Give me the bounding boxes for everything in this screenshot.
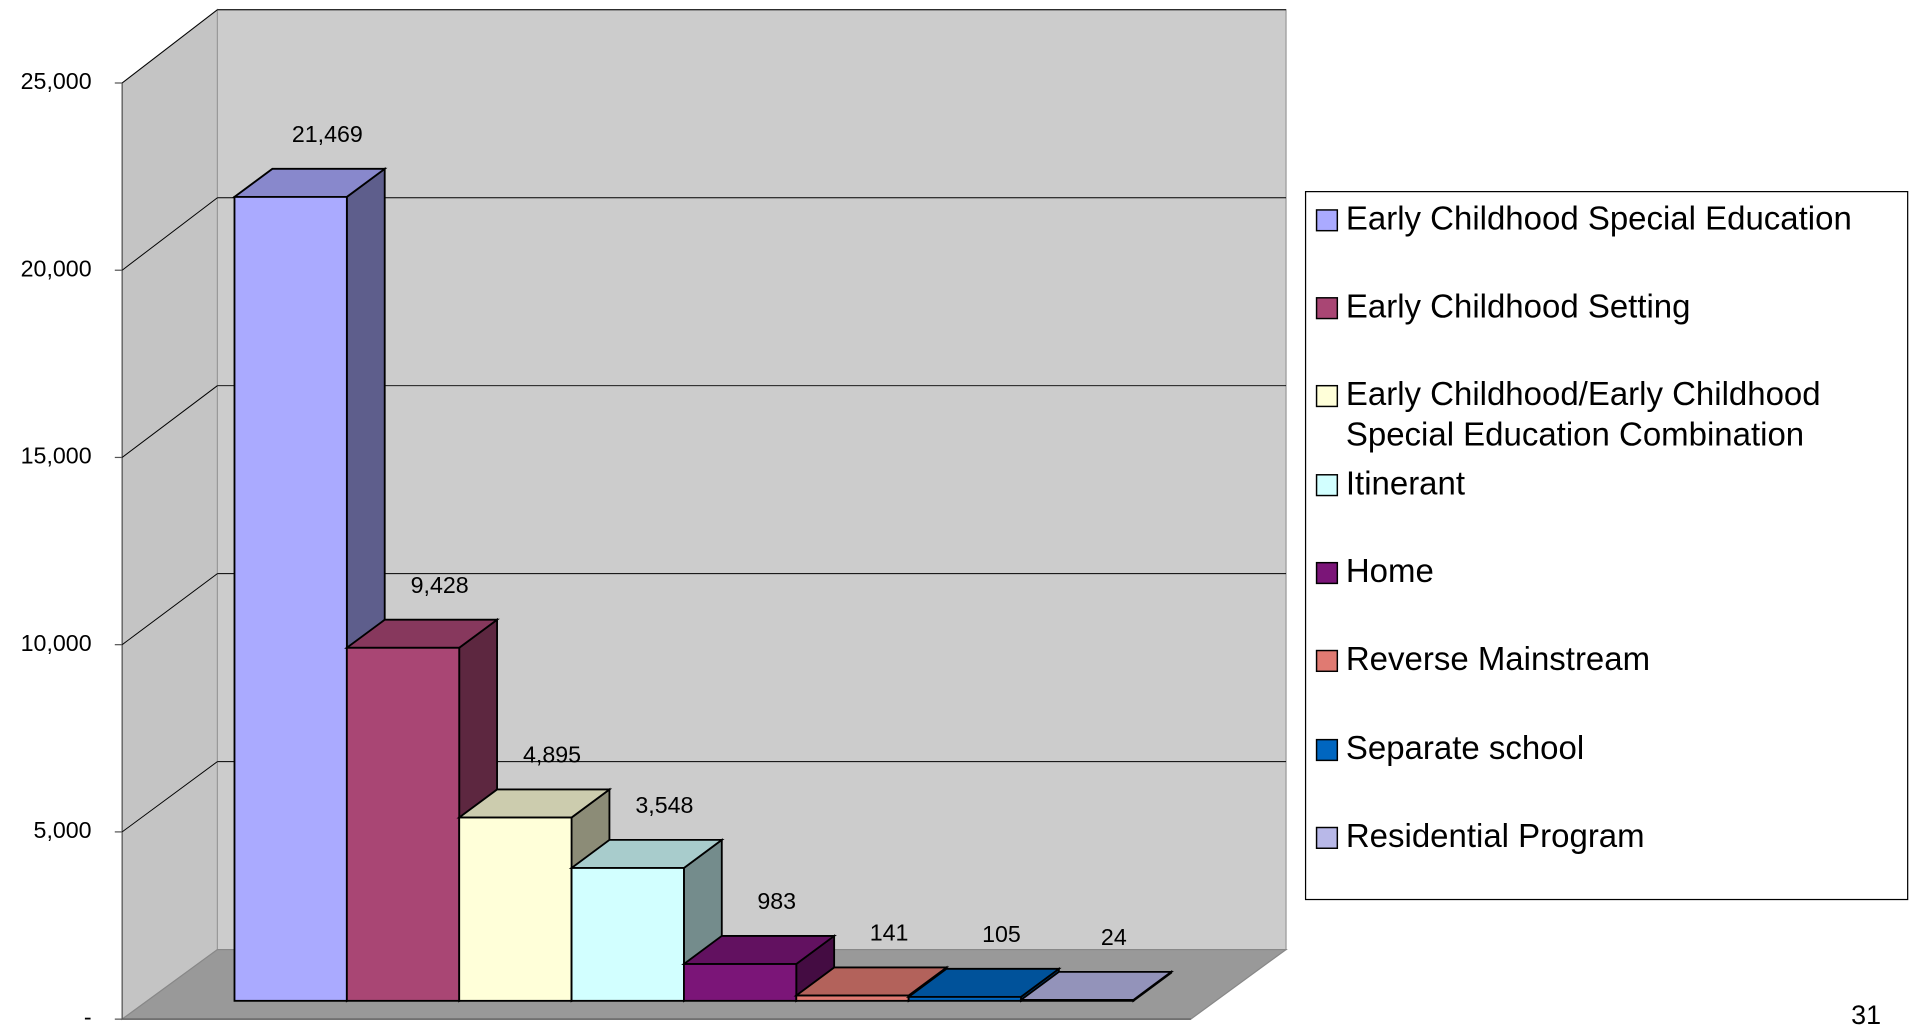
- y-tick-label: 5,000: [34, 817, 92, 843]
- y-tick-label: 25,000: [21, 68, 92, 94]
- bar-front: [233, 195, 348, 1002]
- grid-line: [121, 573, 218, 646]
- legend-label: Separate school: [1345, 729, 1585, 767]
- bar-front: [683, 963, 798, 1002]
- bar-front: [345, 646, 461, 1002]
- grid-line: [121, 197, 218, 271]
- legend-box: [1304, 191, 1909, 901]
- y-tick-label: 10,000: [21, 630, 92, 656]
- legend-swatch: [1315, 649, 1339, 673]
- page-number: 31: [1851, 1000, 1881, 1030]
- y-tick-label: 15,000: [21, 443, 92, 469]
- legend-swatch: [1315, 384, 1339, 408]
- bar-front: [458, 816, 573, 1002]
- bar-front: [907, 995, 1022, 1002]
- side-wall: [121, 8, 219, 1021]
- legend-item: Separate school: [1345, 729, 1585, 767]
- legend-label: Early Childhood Setting: [1345, 288, 1691, 325]
- grid-line: [121, 761, 218, 833]
- grid-line: [121, 9, 218, 84]
- legend-swatch: [1315, 474, 1339, 497]
- legend-label: Early Childhood/Early Childhood Special …: [1345, 375, 1821, 453]
- legend-item: Residential Program: [1345, 817, 1645, 855]
- data-label: 983: [757, 888, 796, 914]
- y-tick-label: -: [84, 1004, 92, 1030]
- legend-item: Early Childhood Special Education: [1345, 200, 1852, 237]
- data-label: 3,548: [635, 792, 693, 818]
- legend-label: Itinerant: [1345, 465, 1466, 502]
- legend-swatch: [1315, 209, 1339, 232]
- y-tick-label: 20,000: [21, 255, 92, 281]
- legend-label: Reverse Mainstream: [1345, 640, 1651, 678]
- bar: [681, 934, 837, 1003]
- grid-line: [121, 385, 218, 458]
- data-label: 9,428: [411, 572, 469, 598]
- legend-swatch: [1315, 738, 1339, 762]
- data-label: 21,469: [292, 121, 363, 147]
- bar-front: [795, 994, 910, 1002]
- bar-front: [1020, 999, 1135, 1002]
- bar-front: [570, 867, 685, 1002]
- legend-label: Home: [1345, 552, 1434, 590]
- legend-swatch: [1315, 826, 1339, 849]
- legend-item: Itinerant: [1345, 465, 1466, 502]
- legend-swatch: [1315, 297, 1339, 320]
- legend-item: Early Childhood Setting: [1345, 288, 1691, 325]
- data-label: 105: [982, 921, 1021, 947]
- data-label: 141: [870, 920, 909, 946]
- bar: [1018, 970, 1174, 1003]
- data-label: 4,895: [523, 742, 581, 768]
- legend-item: Home: [1345, 552, 1434, 590]
- legend-swatch: [1315, 561, 1339, 585]
- data-label: 24: [1101, 924, 1127, 950]
- bar: [344, 617, 500, 1003]
- legend-item: Early Childhood/Early Childhood Special …: [1345, 375, 1821, 453]
- legend-label: Residential Program: [1345, 817, 1645, 855]
- legend-item: Reverse Mainstream: [1345, 640, 1651, 678]
- legend-label: Early Childhood Special Education: [1345, 200, 1852, 237]
